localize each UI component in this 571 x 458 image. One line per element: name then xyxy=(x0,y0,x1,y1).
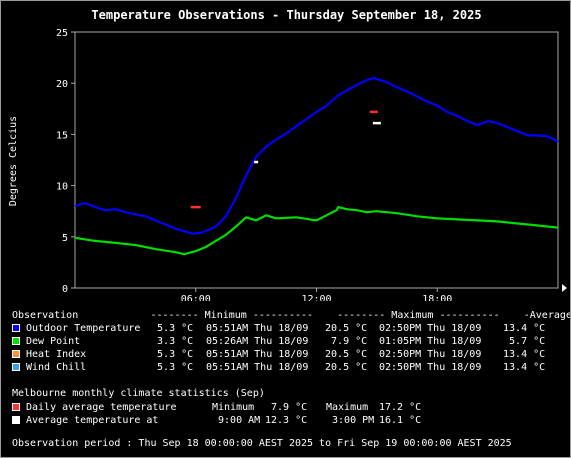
climate-max-label: Maximum xyxy=(326,402,369,413)
climate-heading: Melbourne monthly climate statistics (Se… xyxy=(12,388,265,399)
row-min-time: 05:51AM Thu 18/09 xyxy=(206,323,309,334)
legend-swatch-outdoor xyxy=(12,324,20,332)
x-tick-label: 12:00 xyxy=(301,294,331,301)
axes: 0 5 10 15 20 25 06:00 12:00 18:00 xyxy=(56,28,567,301)
x-tick-label: 18:00 xyxy=(422,294,452,301)
plot-area xyxy=(74,31,559,289)
legend-swatch-dew xyxy=(12,337,20,345)
climate-min-value: 7.9 °C xyxy=(265,402,308,413)
temperature-chart: 0 5 10 15 20 25 06:00 12:00 18:00 Degrees Celciu… xyxy=(8,28,567,301)
markers xyxy=(190,110,381,209)
series-line-dew-point xyxy=(74,206,559,256)
legend-swatch-windchill xyxy=(12,363,20,371)
row-min-time: 05:26AM Thu 18/09 xyxy=(206,336,309,347)
row-avg: 5.7 °C xyxy=(497,336,546,347)
row-min: 5.3 °C xyxy=(145,362,194,373)
y-tick-label: 0 xyxy=(62,284,68,295)
row-label: Outdoor Temperature xyxy=(26,323,141,334)
legend-swatch-average-at xyxy=(12,416,20,424)
legend-swatch-daily-average xyxy=(12,403,20,411)
row-label: Heat Index xyxy=(26,349,87,360)
row-max: 20.5 °C xyxy=(319,323,368,334)
climate-at-label: Average temperature at xyxy=(26,415,159,426)
row-max-time: 02:50PM Thu 18/09 xyxy=(379,349,482,360)
row-max-time: 02:50PM Thu 18/09 xyxy=(379,362,482,373)
climate-max-value: 17.2 °C xyxy=(379,402,422,413)
series-line-outdoor-temperature xyxy=(74,76,559,235)
row-avg: 13.4 °C xyxy=(497,362,546,373)
climate-at-time2: 3:00 PM xyxy=(326,415,375,426)
row-min: 3.3 °C xyxy=(145,336,194,347)
climate-at-value1: 12.3 °C xyxy=(265,415,308,426)
row-avg: 13.4 °C xyxy=(497,349,546,360)
series xyxy=(74,76,559,256)
climate-min-label: Minimum xyxy=(212,402,255,413)
row-min: 5.3 °C xyxy=(145,349,194,360)
climate-daily-label: Daily average temperature xyxy=(26,402,177,413)
climate-at-time1: 9:00 AM xyxy=(212,415,261,426)
x-tick-label: 06:00 xyxy=(181,294,211,301)
y-tick-label: 25 xyxy=(56,28,68,39)
row-min-time: 05:51AM Thu 18/09 xyxy=(206,349,309,360)
stats-heading: Observation -------- Minimum ---------- … xyxy=(12,310,571,321)
climate-at-value2: 16.1 °C xyxy=(379,415,422,426)
y-tick-label: 15 xyxy=(56,130,68,141)
row-min: 5.3 °C xyxy=(145,323,194,334)
y-tick-label: 5 xyxy=(62,233,68,244)
legend-swatch-heat xyxy=(12,350,20,358)
row-label: Wind Chill xyxy=(26,362,87,373)
row-min-time: 05:51AM Thu 18/09 xyxy=(206,362,309,373)
row-avg: 13.4 °C xyxy=(497,323,546,334)
row-label: Dew Point xyxy=(26,336,81,347)
row-max: 7.9 °C xyxy=(319,336,368,347)
row-max: 20.5 °C xyxy=(319,349,368,360)
row-max: 20.5 °C xyxy=(319,362,368,373)
row-max-time: 01:05PM Thu 18/09 xyxy=(379,336,482,347)
observation-period: Observation period : Thu Sep 18 00:00:00… xyxy=(12,438,512,449)
x-axis-arrow xyxy=(562,284,567,292)
row-max-time: 02:50PM Thu 18/09 xyxy=(379,323,482,334)
y-axis-label: Degrees Celcius xyxy=(8,116,19,206)
y-tick-label: 10 xyxy=(56,182,68,193)
chart-title: Temperature Observations - Thursday Sept… xyxy=(91,8,482,22)
y-tick-label: 20 xyxy=(56,79,68,90)
